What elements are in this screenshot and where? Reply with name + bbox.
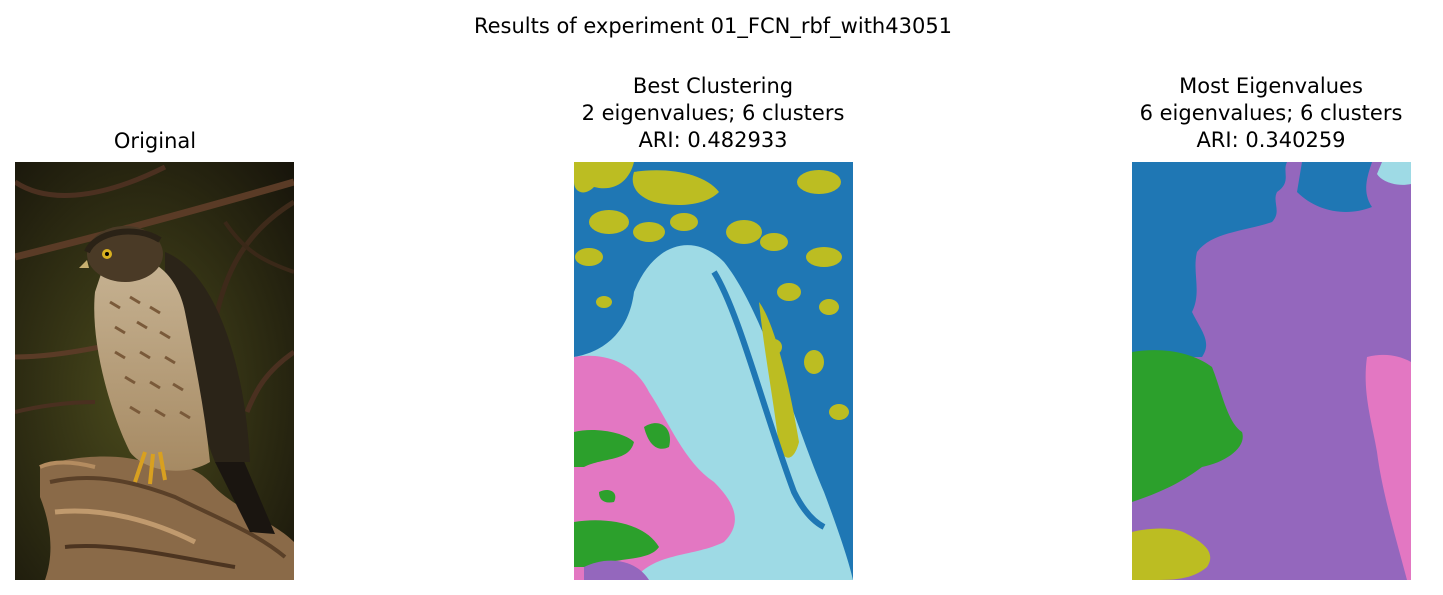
panel-title-line: Original bbox=[113, 129, 197, 153]
best-clustering-map bbox=[574, 162, 853, 580]
panel-title-line: ARI: 0.340259 bbox=[1196, 128, 1346, 152]
panel-title-line: Most Eigenvalues bbox=[1179, 74, 1363, 98]
figure-suptitle: Results of experiment 01_FCN_rbf_with430… bbox=[473, 14, 953, 38]
panel-title-line: 2 eigenvalues; 6 clusters bbox=[581, 101, 845, 125]
panel-title-line: Best Clustering bbox=[632, 74, 794, 98]
panel-title-line: 6 eigenvalues; 6 clusters bbox=[1139, 101, 1403, 125]
panel-title-most-eigenvalues: Most Eigenvalues 6 eigenvalues; 6 cluste… bbox=[1061, 73, 1443, 154]
panel-title-line: ARI: 0.482933 bbox=[638, 128, 788, 152]
most-eigenvalues-map bbox=[1132, 162, 1411, 580]
original-photo bbox=[15, 162, 294, 580]
panel-title-original: Original bbox=[0, 128, 365, 155]
panel-title-best-clustering: Best Clustering 2 eigenvalues; 6 cluster… bbox=[503, 73, 923, 154]
